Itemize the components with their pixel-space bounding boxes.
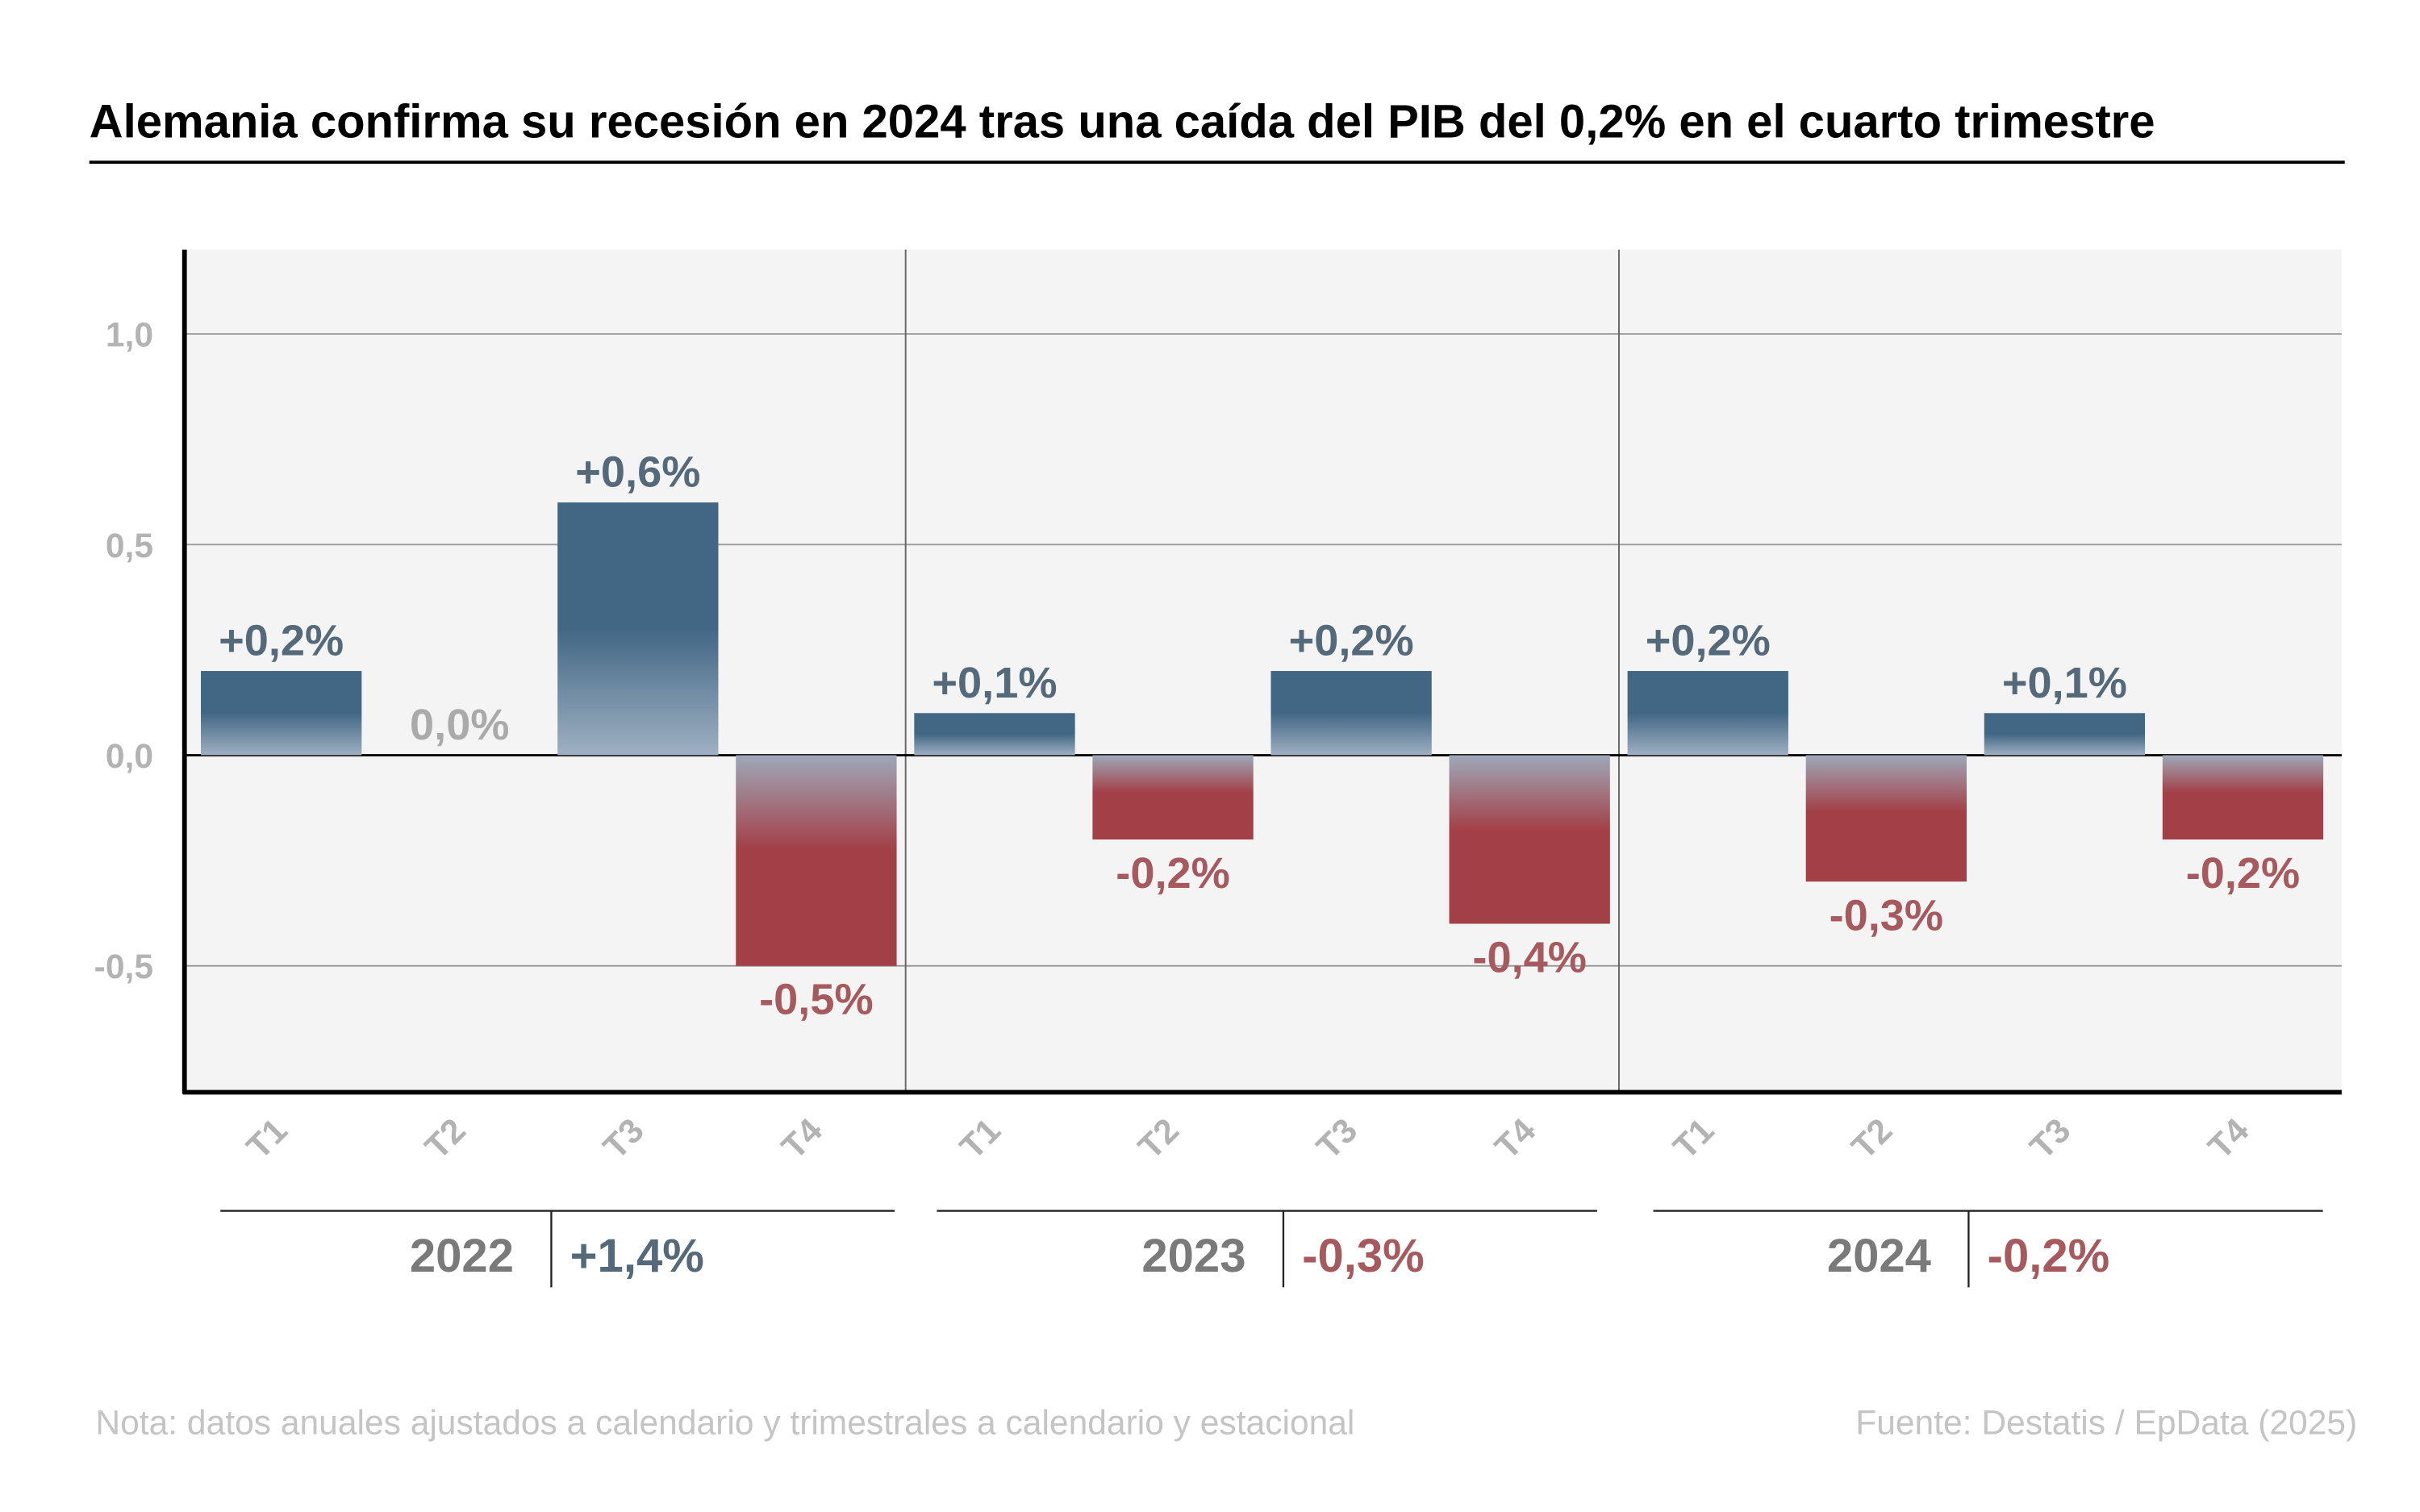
x-tick-label: T1	[1666, 1111, 1721, 1167]
x-tick-label: T3	[596, 1111, 652, 1167]
bar	[1270, 671, 1432, 756]
annual-change-label: -0,2%	[1988, 1230, 2110, 1282]
data-label: 0,0%	[410, 701, 509, 749]
data-label: +0,2%	[1289, 617, 1414, 665]
x-tick-label: T4	[1487, 1111, 1543, 1167]
year-label: 2022	[410, 1230, 514, 1282]
x-tick-label: T3	[2022, 1111, 2078, 1167]
x-tick-label: T4	[2201, 1111, 2256, 1167]
x-tick-label: T2	[1131, 1111, 1187, 1167]
annual-change-label: -0,3%	[1302, 1230, 1425, 1282]
bar	[557, 502, 719, 756]
bar	[1805, 755, 1967, 882]
data-label: +0,1%	[932, 659, 1057, 707]
x-tick-label: T2	[418, 1111, 474, 1167]
bar	[1449, 755, 1610, 924]
bar	[736, 755, 897, 966]
data-label: -0,3%	[1830, 891, 1943, 939]
bar	[201, 671, 362, 756]
data-label: +0,2%	[219, 617, 344, 665]
x-tick-label: T3	[1309, 1111, 1365, 1167]
bar	[1627, 671, 1788, 756]
data-label: -0,2%	[2186, 849, 2300, 898]
y-tick-label: 0,5	[106, 527, 153, 565]
annual-change-label: +1,4%	[570, 1230, 704, 1282]
bar	[1984, 713, 2146, 756]
year-label: 2023	[1141, 1230, 1245, 1282]
y-tick-label: 0,0	[106, 737, 153, 776]
data-label: +0,1%	[2002, 659, 2127, 707]
data-label: +0,2%	[1646, 617, 1771, 665]
data-label: -0,2%	[1116, 849, 1229, 898]
bar	[914, 713, 1075, 756]
x-tick-label: T2	[1844, 1111, 1900, 1167]
footer-source: Fuente: Destatis / EpData (2025)	[1855, 1403, 2357, 1442]
data-label: -0,4%	[1472, 933, 1586, 981]
data-label: +0,6%	[575, 448, 700, 497]
bar	[1092, 755, 1254, 840]
x-tick-label: T4	[774, 1111, 830, 1167]
x-tick-label: T1	[953, 1111, 1008, 1167]
y-tick-label: 1,0	[106, 316, 153, 355]
bar	[2162, 755, 2324, 840]
data-label: -0,5%	[759, 976, 873, 1024]
year-label: 2024	[1827, 1230, 1931, 1282]
y-tick-label: -0,5	[94, 948, 153, 986]
chart-title: Alemania confirma su recesión en 2024 tr…	[90, 95, 2155, 148]
plot-background	[184, 249, 2342, 1093]
footer-note: Nota: datos anuales ajustados a calendar…	[95, 1403, 1354, 1442]
x-tick-label: T1	[240, 1111, 295, 1167]
